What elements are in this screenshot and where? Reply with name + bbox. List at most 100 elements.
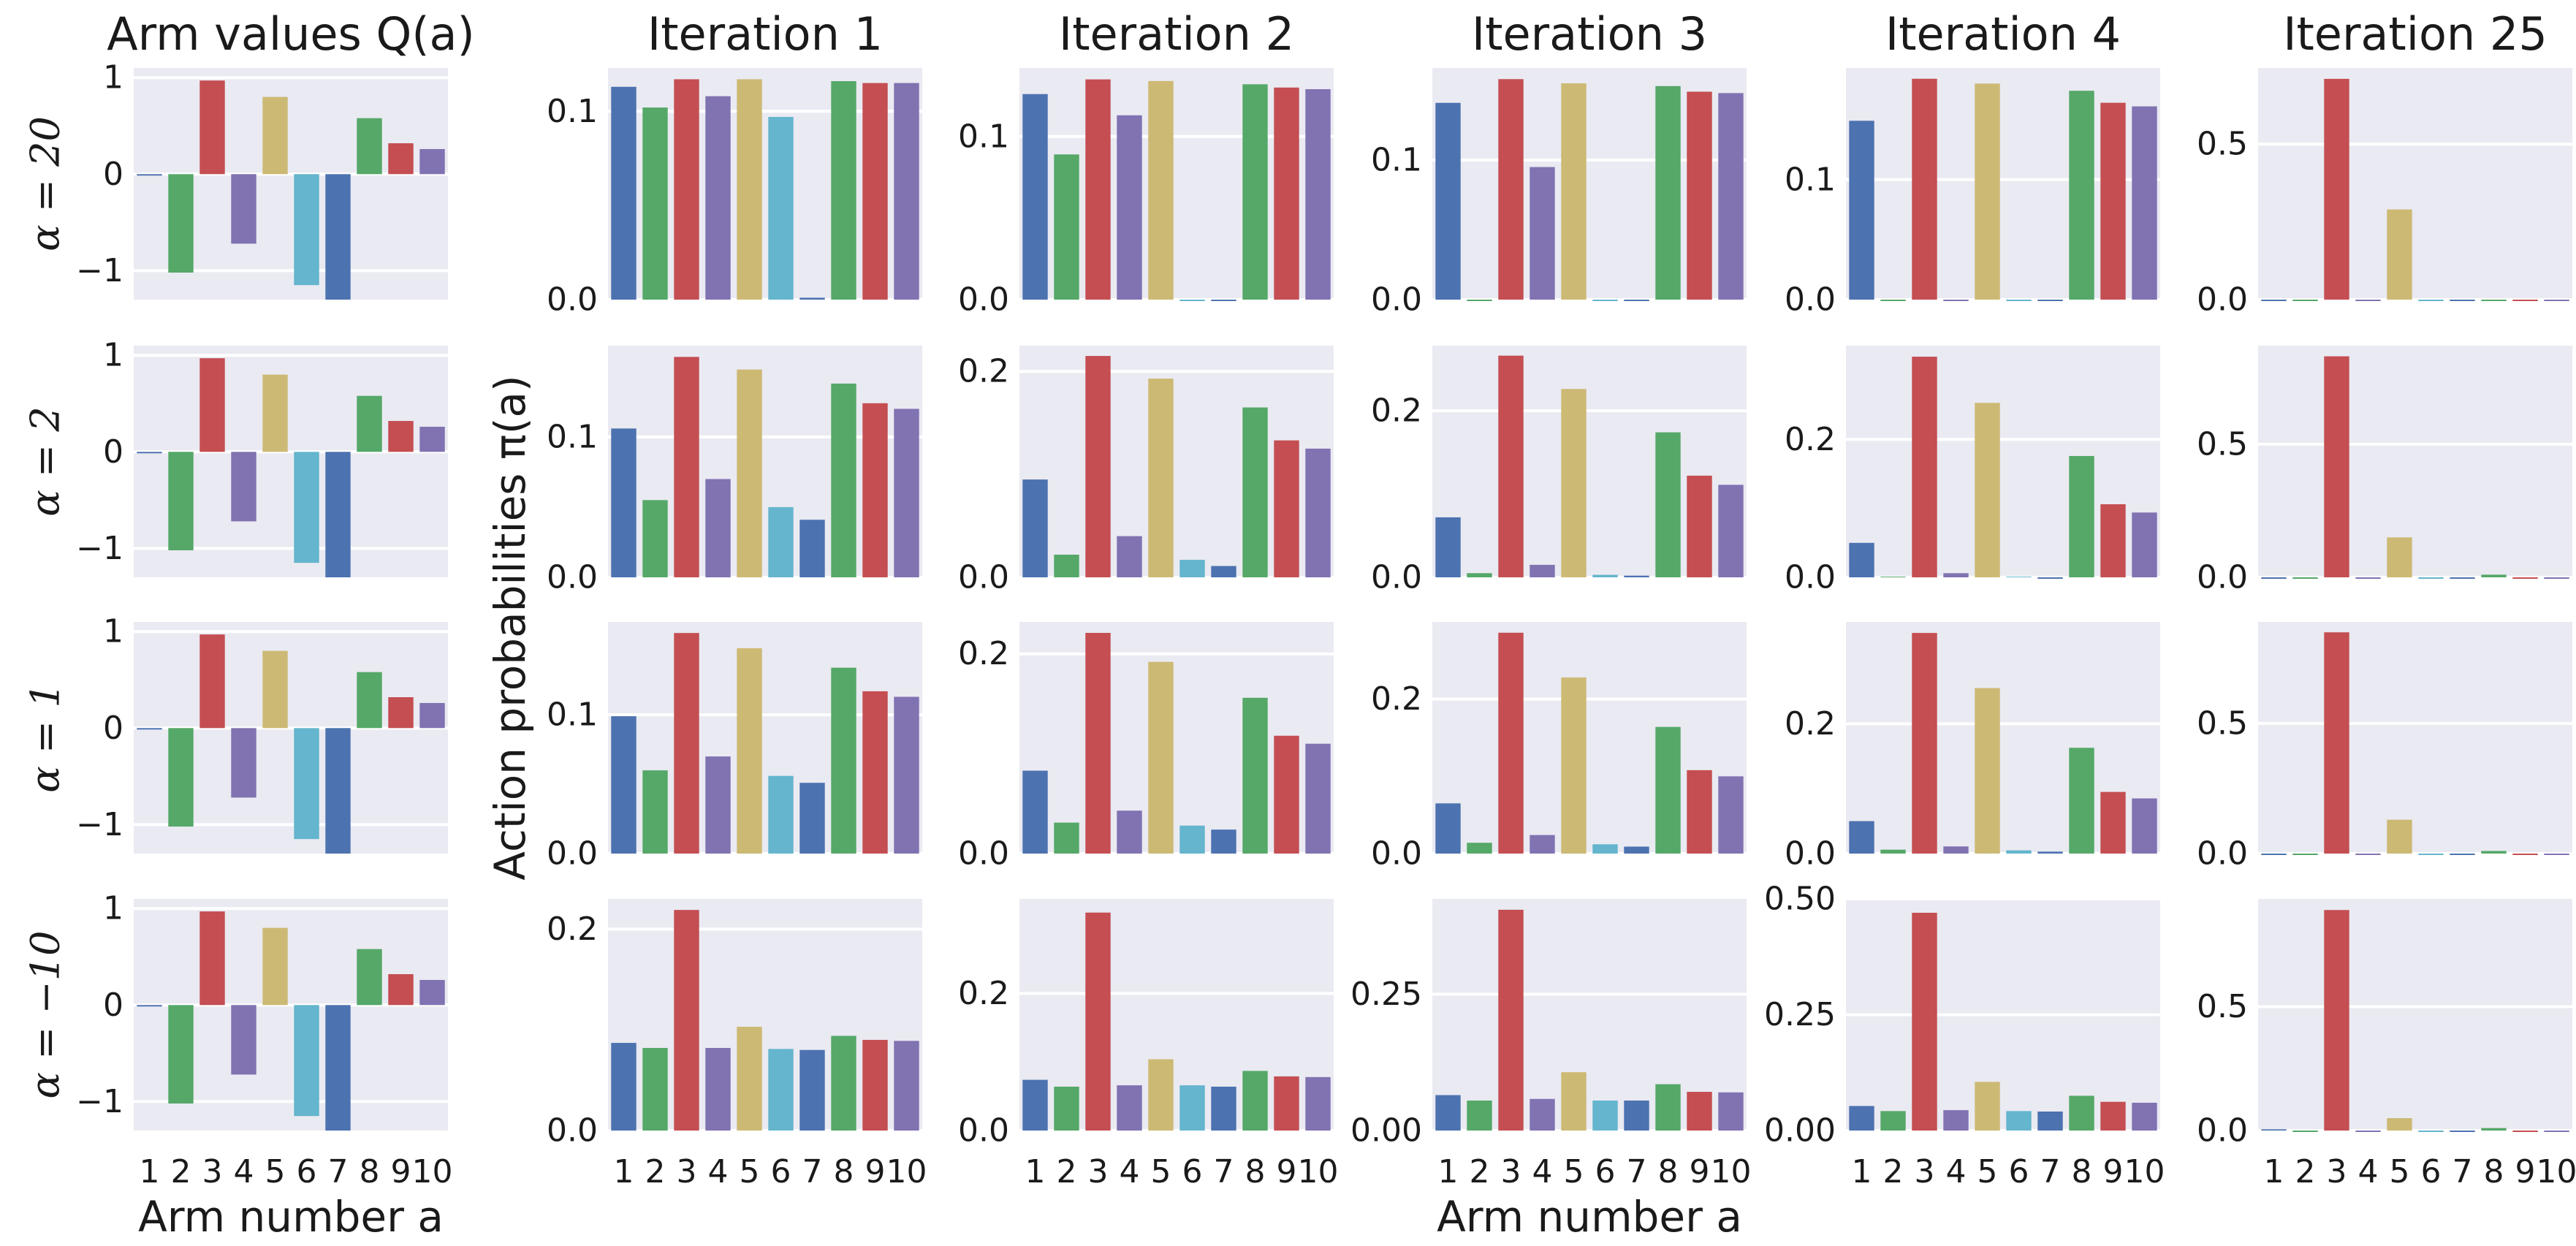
x-tick-label: 4 xyxy=(708,1153,729,1190)
bar-arm-6 xyxy=(294,728,319,840)
bar-arm-2 xyxy=(642,500,668,577)
bar-arm-7 xyxy=(1624,575,1649,577)
y-tick-label: 0.0 xyxy=(547,835,598,873)
bar-arm-3 xyxy=(200,911,225,1006)
bar-arm-6 xyxy=(1179,825,1205,854)
y-tick-label: 0 xyxy=(103,433,124,471)
bar-arm-10 xyxy=(894,83,919,300)
bar-arm-6 xyxy=(768,775,794,854)
bar-arm-7 xyxy=(325,1005,351,1131)
row-label-alpha: α = 20 xyxy=(23,116,69,251)
bar-arm-1 xyxy=(611,86,637,300)
bar-arm-5 xyxy=(737,369,762,577)
arm-values-panel: −1 0 1 xyxy=(76,613,448,854)
bar-arm-6 xyxy=(768,506,794,577)
bar-arm-4 xyxy=(705,479,731,577)
bar-arm-4 xyxy=(1117,1085,1142,1131)
probability-panel-iteration-3: 0.0 0.2 xyxy=(1371,622,1747,873)
bar-arm-9 xyxy=(1687,475,1712,577)
bar-arm-8 xyxy=(2481,574,2507,577)
bar-arm-5 xyxy=(262,96,288,175)
bar-arm-4 xyxy=(1530,167,1555,300)
bar-arm-9 xyxy=(2100,504,2126,577)
bar-arm-3 xyxy=(674,910,699,1131)
bar-arm-7 xyxy=(1624,846,1649,854)
y-tick-label: 0.2 xyxy=(1371,392,1422,429)
bar-arm-10 xyxy=(419,979,445,1006)
x-tick-label: 10 xyxy=(1711,1153,1752,1190)
x-tick-label: 3 xyxy=(1501,1153,1521,1190)
bar-arm-9 xyxy=(862,691,888,854)
x-tick-label: 1 xyxy=(1852,1153,1872,1190)
column-title-iteration-2: Iteration 2 xyxy=(1059,7,1294,61)
bar-arm-3 xyxy=(1085,356,1111,577)
probability-panel-iteration-4: 0.0 0.1 xyxy=(1785,68,2160,319)
bar-arm-1 xyxy=(1435,102,1461,300)
y-tick-label: 0.5 xyxy=(2197,425,2248,463)
bar-arm-7 xyxy=(1211,300,1236,301)
bar-arm-9 xyxy=(2100,1101,2126,1131)
bar-arm-6 xyxy=(1179,300,1205,301)
bar-arm-9 xyxy=(2100,102,2126,300)
bar-arm-2 xyxy=(1467,300,1492,301)
bar-arm-6 xyxy=(2418,300,2444,301)
bar-arm-1 xyxy=(1435,517,1461,577)
bar-arm-3 xyxy=(674,79,699,300)
bar-arm-2 xyxy=(642,1047,668,1131)
bar-arm-8 xyxy=(2481,851,2507,854)
y-tick-label: −1 xyxy=(76,252,124,289)
bar-arm-8 xyxy=(831,1036,856,1131)
bar-arm-4 xyxy=(2355,854,2381,855)
y-tick-label: 1 xyxy=(103,613,124,650)
column-title-iteration-25: Iteration 25 xyxy=(2283,7,2547,61)
bar-arm-8 xyxy=(1242,407,1268,577)
bar-arm-5 xyxy=(737,1027,762,1131)
y-tick-label: 0.1 xyxy=(547,696,598,734)
bar-arm-9 xyxy=(388,421,414,452)
x-tick-label: 7 xyxy=(1627,1153,1647,1190)
bar-arm-1 xyxy=(611,1043,637,1131)
bar-arm-10 xyxy=(2544,854,2569,855)
bar-arm-1 xyxy=(1849,1106,1874,1131)
x-tick-label: 2 xyxy=(1057,1153,1077,1190)
bar-arm-7 xyxy=(1211,566,1236,577)
bar-arm-9 xyxy=(1274,440,1299,577)
bar-arm-2 xyxy=(1880,1111,1906,1131)
y-tick-label: 0.0 xyxy=(958,1112,1009,1150)
probability-panel-iteration-3: 0.00 0.25 xyxy=(1350,899,1747,1150)
bar-arm-4 xyxy=(1530,564,1555,577)
x-tick-label: 6 xyxy=(771,1153,791,1190)
probability-panel-iteration-25: 0.0 0.5 xyxy=(2197,899,2572,1150)
bar-arm-7 xyxy=(325,452,351,577)
y-tick-label: 0.0 xyxy=(2197,1112,2248,1150)
bar-arm-1 xyxy=(611,428,637,577)
x-tick-label: 5 xyxy=(1151,1153,1171,1190)
probability-panel-iteration-1: 0.0 0.1 xyxy=(547,68,922,319)
bar-arm-1 xyxy=(1849,121,1874,300)
y-tick-label: 0.0 xyxy=(1785,835,1836,873)
x-tick-label: 2 xyxy=(2295,1153,2316,1190)
bar-arm-10 xyxy=(1718,93,1744,300)
x-tick-label: 3 xyxy=(1915,1153,1935,1190)
y-tick-label: 0.1 xyxy=(547,418,598,455)
bar-arm-2 xyxy=(168,174,194,273)
bar-arm-1 xyxy=(1022,1079,1048,1131)
bar-arm-10 xyxy=(419,426,445,452)
probability-panel-iteration-4: 0.0 0.2 xyxy=(1785,346,2160,596)
bar-arm-10 xyxy=(2132,1102,2157,1131)
bar-arm-4 xyxy=(1530,835,1555,854)
bar-arm-5 xyxy=(1975,688,2000,854)
bar-arm-9 xyxy=(1274,87,1299,300)
y-tick-label: 0.2 xyxy=(958,353,1009,390)
bar-arm-4 xyxy=(2355,577,2381,579)
column-title-iteration-4: Iteration 4 xyxy=(1885,7,2121,61)
bar-arm-6 xyxy=(1592,300,1618,301)
bar-arm-8 xyxy=(831,667,856,854)
x-tick-label: 5 xyxy=(1977,1153,1998,1190)
x-tick-label: 10 xyxy=(886,1153,927,1190)
bar-arm-2 xyxy=(1880,300,1906,301)
x-tick-label: 1 xyxy=(1025,1153,1046,1190)
column-title-arm-values: Arm values Q(a) xyxy=(107,7,474,61)
bar-arm-8 xyxy=(357,395,382,452)
y-tick-label: 0.2 xyxy=(958,975,1009,1012)
